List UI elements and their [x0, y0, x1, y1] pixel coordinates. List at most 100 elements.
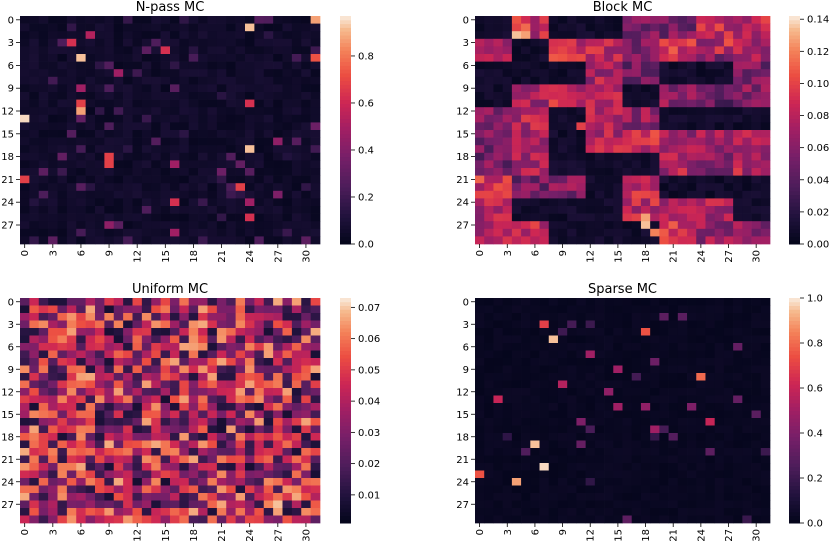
heatmap-cell — [198, 92, 208, 100]
heatmap-cell — [29, 130, 40, 138]
heatmap-cell — [751, 470, 762, 479]
heatmap-cell — [714, 418, 725, 426]
heatmap-cell — [475, 455, 485, 464]
heatmap-cell — [677, 328, 688, 336]
heatmap-cell — [263, 198, 274, 207]
heatmap-cell — [141, 335, 152, 344]
heatmap-cell — [622, 130, 633, 138]
heatmap-cell — [291, 198, 302, 207]
heatmap-cell — [622, 54, 633, 62]
heatmap-cell — [502, 175, 513, 184]
heatmap-cell — [170, 508, 180, 516]
heatmap-cell — [521, 23, 531, 32]
heatmap-cell — [493, 114, 504, 123]
heatmap-cell — [273, 99, 283, 108]
heatmap-cell — [714, 92, 725, 100]
heatmap-cell — [188, 130, 199, 138]
heatmap-cell — [254, 298, 265, 306]
heatmap-cell — [38, 350, 49, 359]
heatmap-cell — [245, 410, 255, 419]
x-tick-label: 9 — [105, 250, 116, 256]
colorbar-segment — [789, 95, 800, 101]
heatmap-cell — [38, 388, 49, 396]
heatmap-cell — [273, 455, 283, 464]
heatmap-cell — [604, 31, 614, 40]
heatmap-cell — [95, 410, 105, 419]
heatmap-cell — [484, 485, 494, 494]
heatmap-cell — [38, 418, 49, 426]
heatmap-cell — [613, 448, 623, 456]
heatmap-cell — [57, 160, 68, 169]
heatmap-cell — [310, 38, 321, 47]
heatmap-cell — [604, 365, 614, 374]
heatmap-cell — [141, 418, 152, 426]
heatmap-cell — [188, 213, 199, 222]
heatmap-cell — [104, 455, 115, 464]
heatmap-cell — [132, 373, 143, 381]
heatmap-cell — [687, 69, 697, 78]
heatmap-cell — [48, 298, 58, 306]
heatmap-cell — [76, 350, 86, 359]
heatmap-cell — [493, 328, 504, 336]
heatmap-cell — [301, 320, 311, 329]
y-tick-label: 18 — [456, 152, 469, 163]
heatmap-cell — [502, 350, 513, 359]
heatmap-cell — [66, 298, 77, 306]
heatmap-cell — [254, 515, 265, 524]
heatmap-cell — [530, 99, 540, 108]
heatmap-cell — [714, 358, 725, 366]
heatmap-cell — [310, 236, 321, 245]
heatmap-cell — [521, 328, 531, 336]
heatmap-cell — [141, 463, 152, 471]
heatmap-cell — [714, 145, 725, 154]
heatmap-cell — [263, 168, 274, 176]
heatmap-cell — [104, 425, 115, 434]
heatmap-cell — [484, 221, 494, 230]
heatmap-cell — [650, 206, 660, 214]
heatmap-cell — [530, 137, 540, 146]
heatmap-cell — [548, 425, 559, 434]
heatmap-cell — [659, 160, 669, 169]
heatmap-cell — [132, 320, 143, 329]
heatmap-cell — [20, 373, 30, 381]
heatmap-cell — [622, 228, 633, 237]
heatmap-cell — [548, 137, 559, 146]
heatmap-cell — [677, 160, 688, 169]
heatmap-cell — [484, 168, 494, 176]
heatmap-cell — [226, 23, 236, 32]
heatmap-cell — [705, 463, 716, 471]
heatmap-cell — [216, 99, 227, 108]
heatmap-cell — [38, 373, 49, 381]
heatmap-cell — [742, 298, 752, 306]
heatmap-cell — [170, 206, 180, 214]
heatmap-cell — [760, 168, 771, 176]
heatmap-cell — [733, 23, 743, 32]
colorbar-segment — [789, 515, 800, 520]
heatmap-cell — [557, 335, 568, 344]
heatmap-cell — [66, 23, 77, 32]
colorbar-segment — [789, 335, 800, 340]
heatmap-cell — [548, 380, 559, 389]
heatmap-cell — [273, 107, 283, 116]
heatmap-cell — [530, 92, 540, 100]
heatmap-cell — [576, 478, 586, 486]
heatmap-cell — [723, 410, 734, 419]
heatmap-cell — [622, 365, 633, 374]
heatmap-cell — [216, 160, 227, 169]
heatmap-cell — [585, 395, 596, 404]
heatmap-cell — [245, 23, 255, 32]
heatmap-cell — [273, 350, 283, 359]
heatmap-cell — [57, 168, 68, 176]
heatmap-cell — [76, 410, 86, 419]
heatmap-cell — [585, 380, 596, 389]
heatmap-cell — [179, 236, 190, 245]
heatmap-cell — [188, 92, 199, 100]
heatmap-cell — [123, 114, 133, 123]
heatmap-cell — [604, 335, 614, 344]
heatmap-cell — [104, 16, 115, 24]
heatmap-cell — [57, 305, 68, 314]
heatmap-cell — [687, 410, 697, 419]
heatmap-cell — [170, 236, 180, 245]
colorbar-segment — [789, 209, 800, 215]
heatmap-cell — [714, 313, 725, 321]
